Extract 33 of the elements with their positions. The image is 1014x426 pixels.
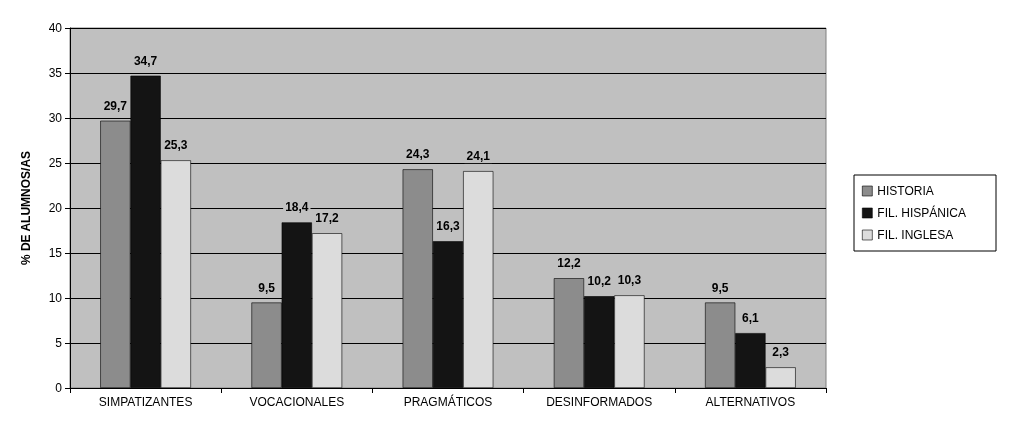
legend-label: FIL. INGLESA bbox=[877, 228, 954, 242]
x-tick-label: VOCACIONALES bbox=[249, 395, 345, 409]
data-label: 9,5 bbox=[711, 280, 729, 295]
data-label: 10,2 bbox=[587, 274, 612, 289]
data-label: 16,3 bbox=[436, 219, 460, 234]
data-label: 2,3 bbox=[772, 345, 790, 360]
data-label: 24,3 bbox=[406, 147, 430, 162]
legend-label: FIL. HISPÁNICA bbox=[877, 205, 966, 220]
y-tick-label: 25 bbox=[48, 156, 63, 170]
data-label: 10,3 bbox=[617, 273, 642, 288]
legend-label: HISTORIA bbox=[877, 184, 934, 198]
y-tick-label: 30 bbox=[48, 111, 63, 125]
data-label: 34,7 bbox=[133, 53, 158, 68]
y-tick-label: 5 bbox=[55, 336, 63, 350]
y-tick-label: 0 bbox=[55, 381, 63, 395]
y-tick-label: 40 bbox=[48, 21, 63, 35]
y-tick-label: 10 bbox=[48, 291, 63, 305]
data-label: 17,2 bbox=[315, 211, 340, 226]
x-tick-label: SIMPATIZANTES bbox=[98, 395, 193, 409]
x-tick-label: PRAGMÁTICOS bbox=[403, 394, 493, 409]
data-label: 29,7 bbox=[103, 98, 128, 113]
data-label: 12,2 bbox=[557, 256, 581, 271]
y-tick-label: 35 bbox=[48, 66, 63, 80]
y-axis-title: % DE ALUMNOS/AS bbox=[19, 150, 33, 266]
y-tick-label: 20 bbox=[48, 201, 63, 215]
data-label: 24,1 bbox=[466, 149, 491, 164]
data-label: 25,3 bbox=[164, 138, 188, 153]
x-tick-label: ALTERNATIVOS bbox=[705, 395, 796, 409]
data-label: 6,1 bbox=[742, 311, 760, 326]
y-tick-label: 15 bbox=[48, 246, 63, 260]
data-label: 18,4 bbox=[285, 200, 309, 215]
x-tick-label: DESINFORMADOS bbox=[546, 395, 653, 409]
data-label: 9,5 bbox=[258, 280, 276, 295]
